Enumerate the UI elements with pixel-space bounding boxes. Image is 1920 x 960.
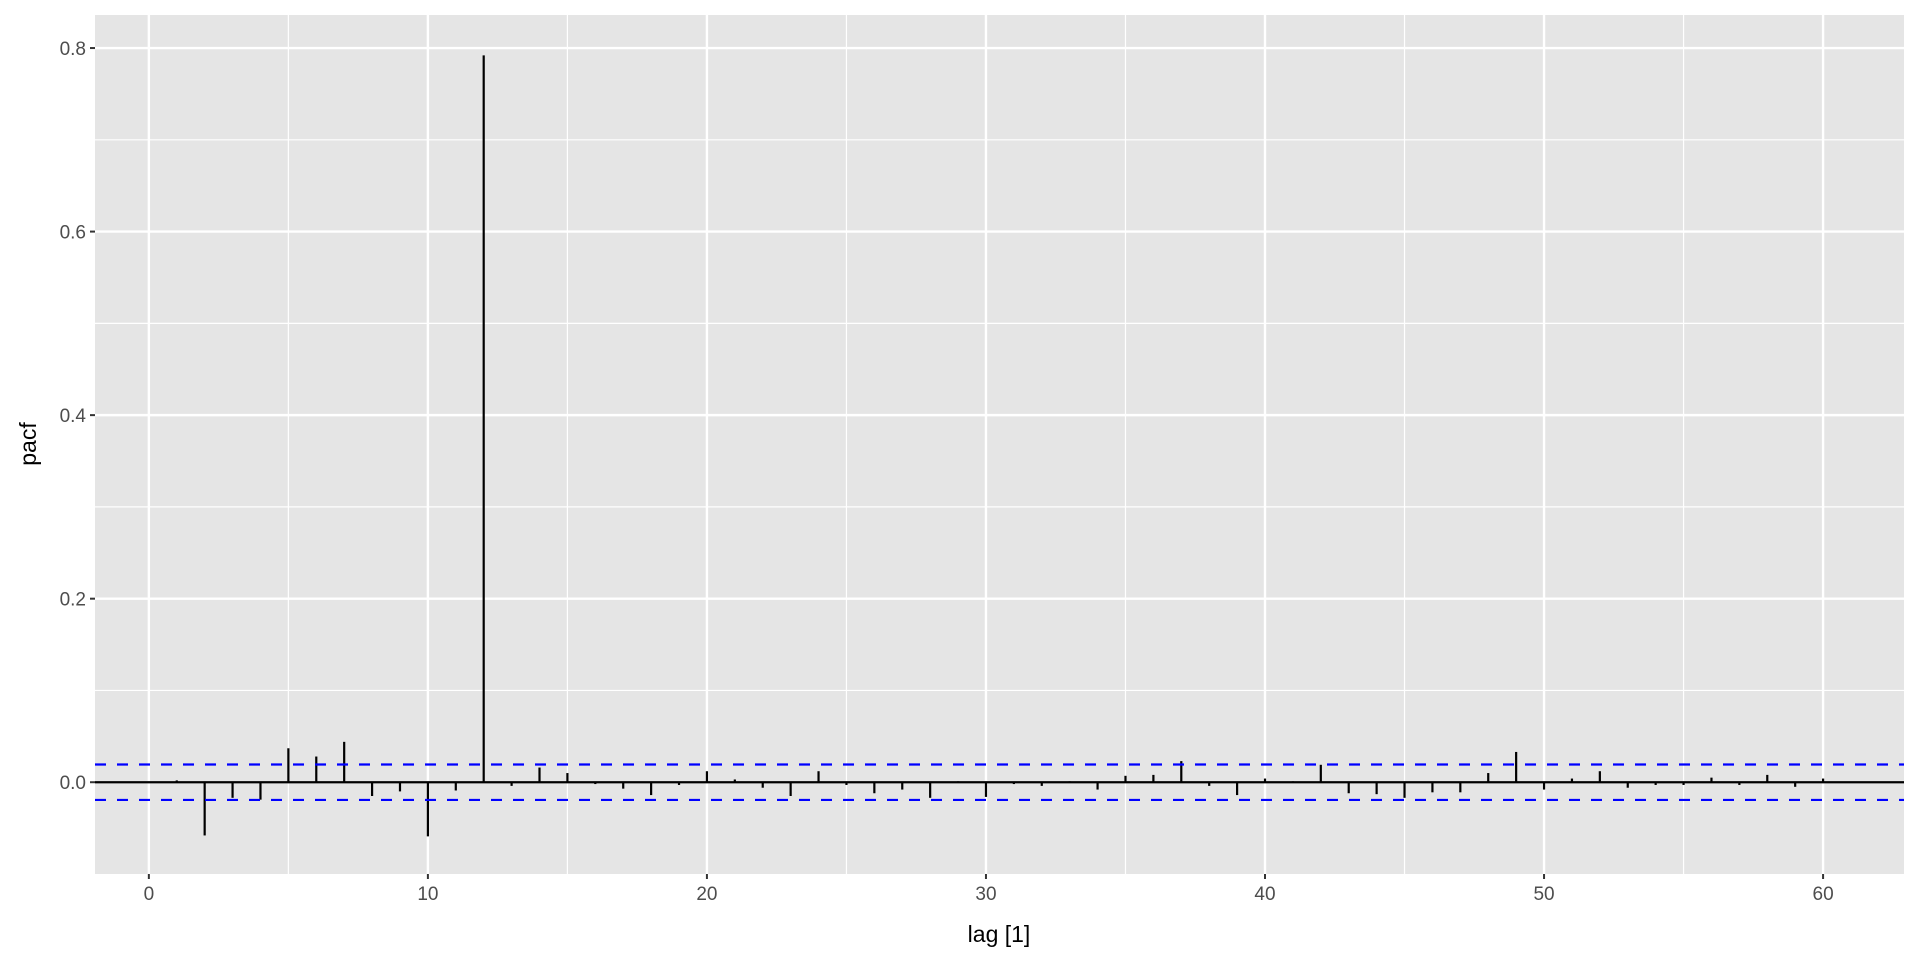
pacf-bars (95, 55, 1904, 837)
y-axis-label: pacf (15, 422, 41, 466)
y-tick-label: 0.4 (60, 406, 87, 427)
x-tick-label: 40 (1254, 884, 1275, 905)
x-tick-label: 30 (975, 884, 996, 905)
x-axis-label: lag [1] (968, 921, 1031, 947)
x-tick-label: 50 (1533, 884, 1554, 905)
y-tick-label: 0.0 (60, 773, 86, 794)
x-tick-label: 20 (696, 884, 717, 905)
x-tick-label: 10 (417, 884, 438, 905)
x-tick-label: 0 (144, 884, 155, 905)
plot-panel (95, 15, 1904, 874)
confidence-bounds (95, 763, 1904, 802)
x-tick-label: 60 (1813, 884, 1834, 905)
y-tick-label: 0.8 (60, 39, 86, 60)
y-tick-label: 0.6 (60, 223, 86, 244)
axes: 0.0 0.2 0.4 0.6 0.8 0 10 20 30 40 50 60 (60, 39, 1834, 905)
y-tick-label: 0.2 (60, 590, 86, 611)
